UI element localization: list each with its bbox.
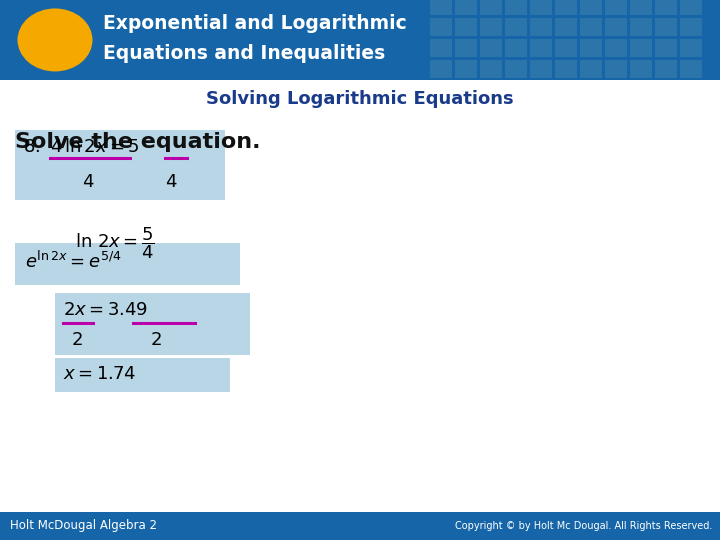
Bar bbox=[605, 60, 627, 78]
Text: Copyright © by Holt Mc Dougal. All Rights Reserved.: Copyright © by Holt Mc Dougal. All Right… bbox=[454, 521, 712, 531]
Bar bbox=[480, 60, 502, 78]
Text: Exponential and Logarithmic: Exponential and Logarithmic bbox=[103, 14, 407, 33]
Bar bbox=[630, 18, 652, 36]
Bar bbox=[580, 18, 602, 36]
Bar bbox=[605, 39, 627, 57]
Bar bbox=[455, 18, 477, 36]
Bar bbox=[505, 60, 527, 78]
Bar bbox=[680, 39, 702, 57]
Text: $4$: $4$ bbox=[165, 173, 177, 191]
Bar bbox=[655, 18, 677, 36]
Text: $2x = 3.49$: $2x = 3.49$ bbox=[63, 301, 148, 319]
Ellipse shape bbox=[17, 9, 92, 71]
Bar bbox=[680, 18, 702, 36]
Bar bbox=[580, 0, 602, 15]
Bar bbox=[480, 0, 502, 15]
Bar bbox=[605, 0, 627, 15]
Bar bbox=[530, 39, 552, 57]
Bar bbox=[655, 39, 677, 57]
Bar bbox=[530, 0, 552, 15]
Bar bbox=[530, 60, 552, 78]
Bar bbox=[455, 60, 477, 78]
Bar bbox=[430, 60, 452, 78]
Text: $8.$: $8.$ bbox=[23, 138, 40, 156]
Text: $4$: $4$ bbox=[82, 173, 94, 191]
Bar bbox=[0, 0, 720, 80]
Bar bbox=[430, 0, 452, 15]
Bar bbox=[0, 80, 720, 512]
Text: $4\,\mathrm{ln}\,2x = 5$: $4\,\mathrm{ln}\,2x = 5$ bbox=[50, 138, 140, 156]
Bar bbox=[55, 358, 230, 392]
Bar bbox=[555, 39, 577, 57]
Bar bbox=[430, 18, 452, 36]
Bar bbox=[505, 0, 527, 15]
Bar bbox=[480, 39, 502, 57]
Text: $\ln\,2x = \dfrac{5}{4}$: $\ln\,2x = \dfrac{5}{4}$ bbox=[75, 225, 155, 261]
Text: Equations and Inequalities: Equations and Inequalities bbox=[103, 44, 385, 63]
Text: Holt McDougal Algebra 2: Holt McDougal Algebra 2 bbox=[10, 519, 157, 532]
Bar bbox=[555, 60, 577, 78]
Text: $x = 1.74$: $x = 1.74$ bbox=[63, 365, 136, 383]
Bar bbox=[480, 18, 502, 36]
Bar bbox=[630, 60, 652, 78]
Bar bbox=[505, 39, 527, 57]
Bar bbox=[655, 0, 677, 15]
Bar bbox=[655, 60, 677, 78]
Bar bbox=[455, 0, 477, 15]
Bar bbox=[505, 18, 527, 36]
Bar bbox=[530, 18, 552, 36]
Bar bbox=[605, 18, 627, 36]
Bar bbox=[680, 60, 702, 78]
Bar bbox=[15, 130, 225, 200]
Bar bbox=[455, 39, 477, 57]
Bar bbox=[580, 60, 602, 78]
Text: $2$: $2$ bbox=[71, 331, 83, 349]
Bar bbox=[555, 0, 577, 15]
Bar bbox=[630, 39, 652, 57]
Bar bbox=[630, 0, 652, 15]
Bar bbox=[0, 512, 720, 540]
Bar bbox=[15, 243, 240, 285]
Text: Solving Logarithmic Equations: Solving Logarithmic Equations bbox=[206, 90, 514, 108]
Bar bbox=[580, 39, 602, 57]
Text: $2$: $2$ bbox=[150, 331, 162, 349]
Bar bbox=[55, 293, 250, 355]
Bar bbox=[555, 18, 577, 36]
Text: $e^{\ln 2x} = e^{5/4}$: $e^{\ln 2x} = e^{5/4}$ bbox=[25, 251, 122, 272]
Bar bbox=[430, 39, 452, 57]
Bar bbox=[680, 0, 702, 15]
Text: Solve the equation.: Solve the equation. bbox=[15, 132, 261, 152]
